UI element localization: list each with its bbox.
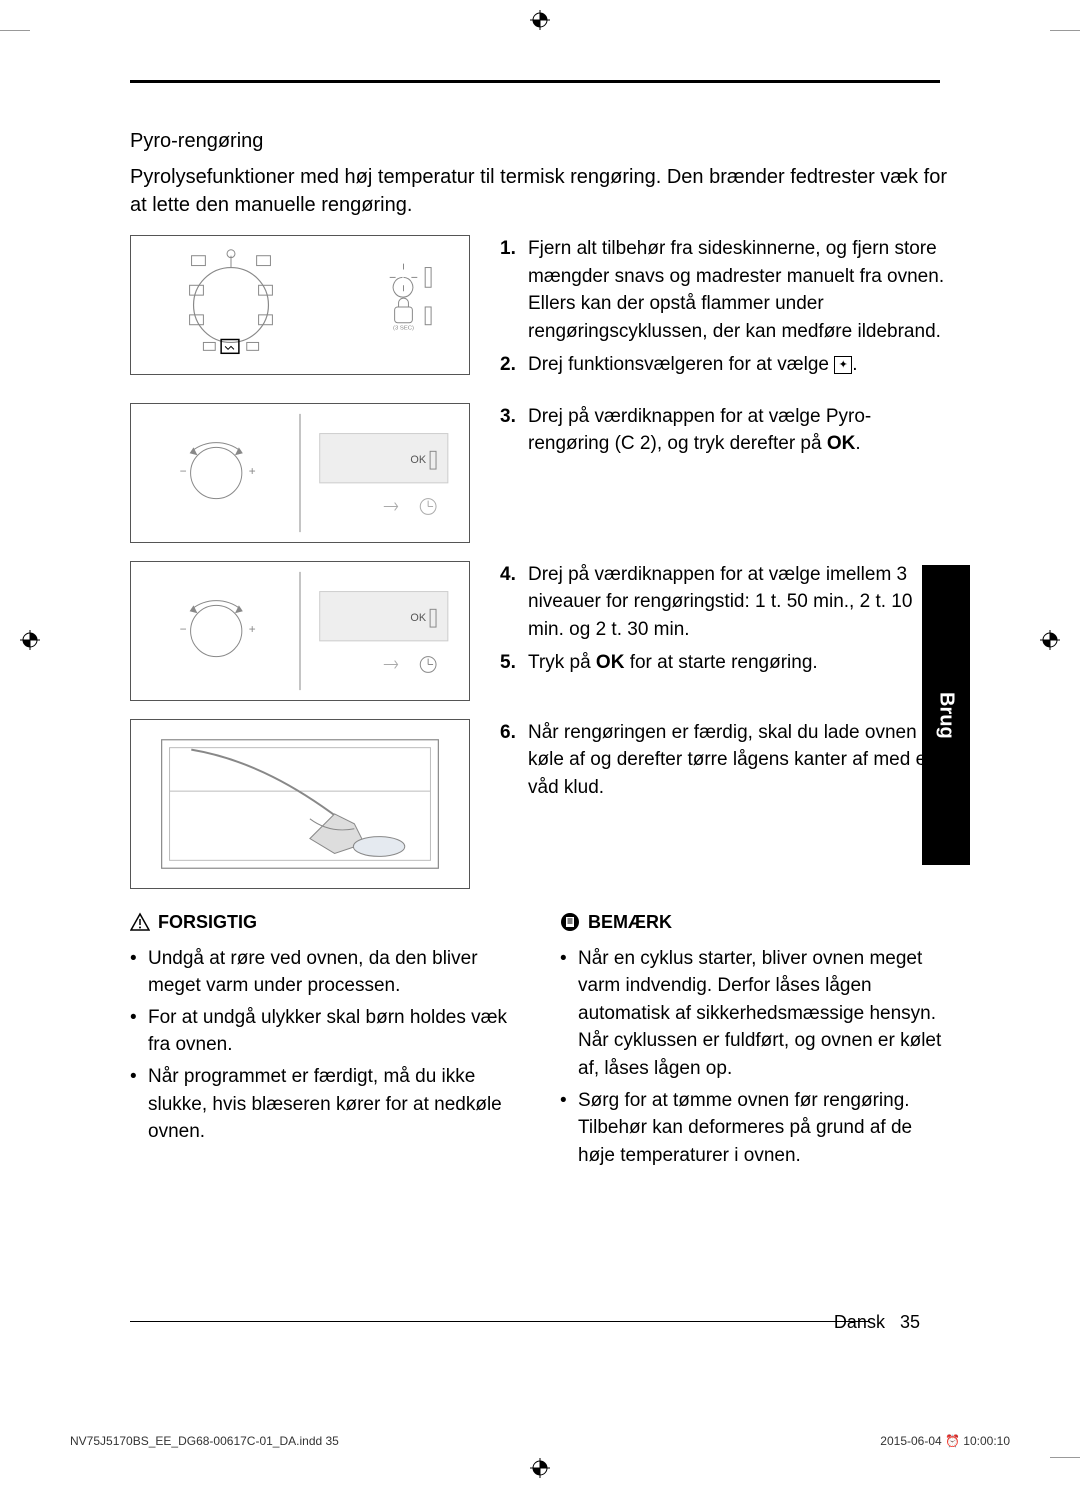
step-fragment: .: [852, 354, 857, 375]
knob-panel-diagram: − + OK: [130, 561, 470, 701]
step-bold: OK: [827, 433, 856, 454]
side-tab-label: Brug: [935, 692, 958, 739]
note-list: Når en cyklus starter, bliver ovnen mege…: [560, 945, 950, 1169]
svg-text:−: −: [180, 622, 187, 636]
note-item: Sørg for at tømme ovnen før rengøring. T…: [578, 1087, 950, 1170]
note-icon: [560, 912, 580, 932]
steps-block: 6.Når rengøringen er færdig, skal du lad…: [500, 719, 950, 889]
wipe-oven-diagram: [130, 719, 470, 889]
crop-mark: [1050, 1457, 1080, 1458]
section-intro: Pyrolysefunktioner med høj temperatur ti…: [130, 163, 950, 219]
step-fragment: Drej funktionsvælgeren for at vælge: [528, 354, 834, 375]
svg-text:+: +: [249, 622, 256, 636]
steps-block: 3.Drej på værdiknappen for at vælge Pyro…: [500, 403, 950, 543]
step-row: (3 SEC) 1.Fjern alt tilbehør fra sideski…: [130, 235, 950, 385]
section-title: Pyro-rengøring: [130, 130, 950, 153]
note-title: BEMÆRK: [588, 909, 672, 935]
step-fragment: Drej på værdiknappen for at vælge Pyro-r…: [528, 406, 871, 455]
caution-note-row: FORSIGTIG Undgå at røre ved ovnen, da de…: [130, 909, 950, 1173]
registration-mark-icon: [1040, 630, 1060, 650]
step-row: − + OK 4.Drej på værdiknappen for at væl…: [130, 561, 950, 701]
step-text: Drej på værdiknappen for at vælge imelle…: [528, 561, 950, 644]
svg-text:+: +: [249, 464, 256, 478]
step-number: 3.: [500, 403, 528, 458]
print-footer-right: 2015-06-04 ⏰ 10:00:10: [880, 1434, 1010, 1448]
caution-title: FORSIGTIG: [158, 909, 257, 935]
pyro-icon: ✦: [834, 356, 852, 374]
print-footer-left: NV75J5170BS_EE_DG68-00617C-01_DA.indd 35: [70, 1434, 339, 1448]
step-row: − + OK 3.Drej på værdiknappen for at væl…: [130, 403, 950, 543]
control-panel-diagram: (3 SEC): [130, 235, 470, 375]
side-tab: Brug: [922, 565, 970, 865]
step-bold: OK: [596, 652, 625, 673]
footer-page: 35: [900, 1312, 920, 1332]
footer-lang: Dansk: [834, 1312, 885, 1332]
step-number: 5.: [500, 649, 528, 677]
steps-block: 4.Drej på værdiknappen for at vælge imel…: [500, 561, 950, 701]
crop-mark: [1050, 30, 1080, 31]
registration-mark-icon: [20, 630, 40, 650]
crop-mark: [0, 30, 30, 31]
step-text: Fjern alt tilbehør fra sideskinnerne, og…: [528, 235, 950, 345]
svg-text:OK: OK: [410, 612, 426, 624]
svg-text:(3 SEC): (3 SEC): [393, 326, 414, 332]
step-fragment: .: [855, 433, 860, 454]
step-fragment: for at starte rengøring.: [624, 652, 817, 673]
warning-icon: [130, 912, 150, 932]
caution-item: Undgå at røre ved ovnen, da den bliver m…: [148, 945, 520, 1000]
step-text: Drej på værdiknappen for at vælge Pyro-r…: [528, 403, 950, 458]
footer-rule: [130, 1321, 870, 1322]
step-row: 6.Når rengøringen er færdig, skal du lad…: [130, 719, 950, 889]
caution-list: Undgå at røre ved ovnen, da den bliver m…: [130, 945, 520, 1146]
step-number: 6.: [500, 719, 528, 802]
steps-block: 1.Fjern alt tilbehør fra sideskinnerne, …: [500, 235, 950, 385]
page-footer: Dansk 35: [834, 1312, 920, 1333]
svg-text:−: −: [180, 464, 187, 478]
svg-text:OK: OK: [410, 454, 426, 466]
note-block: BEMÆRK Når en cyklus starter, bliver ovn…: [560, 909, 950, 1173]
knob-panel-diagram: − + OK: [130, 403, 470, 543]
step-text: Drej funktionsvælgeren for at vælge ✦.: [528, 351, 950, 379]
caution-item: For at undgå ulykker skal børn holdes væ…: [148, 1004, 520, 1059]
caution-block: FORSIGTIG Undgå at røre ved ovnen, da de…: [130, 909, 520, 1173]
step-number: 4.: [500, 561, 528, 644]
step-text: Tryk på OK for at starte rengøring.: [528, 649, 950, 677]
step-fragment: Tryk på: [528, 652, 596, 673]
page-content: Pyro-rengøring Pyrolysefunktioner med hø…: [90, 60, 990, 1420]
registration-mark-icon: [530, 1458, 550, 1478]
caution-item: Når programmet er færdigt, må du ikke sl…: [148, 1063, 520, 1146]
step-number: 2.: [500, 351, 528, 379]
step-text: Når rengøringen er færdig, skal du lade …: [528, 719, 950, 802]
step-number: 1.: [500, 235, 528, 345]
registration-mark-icon: [530, 10, 550, 30]
note-item: Når en cyklus starter, bliver ovnen mege…: [578, 945, 950, 1083]
